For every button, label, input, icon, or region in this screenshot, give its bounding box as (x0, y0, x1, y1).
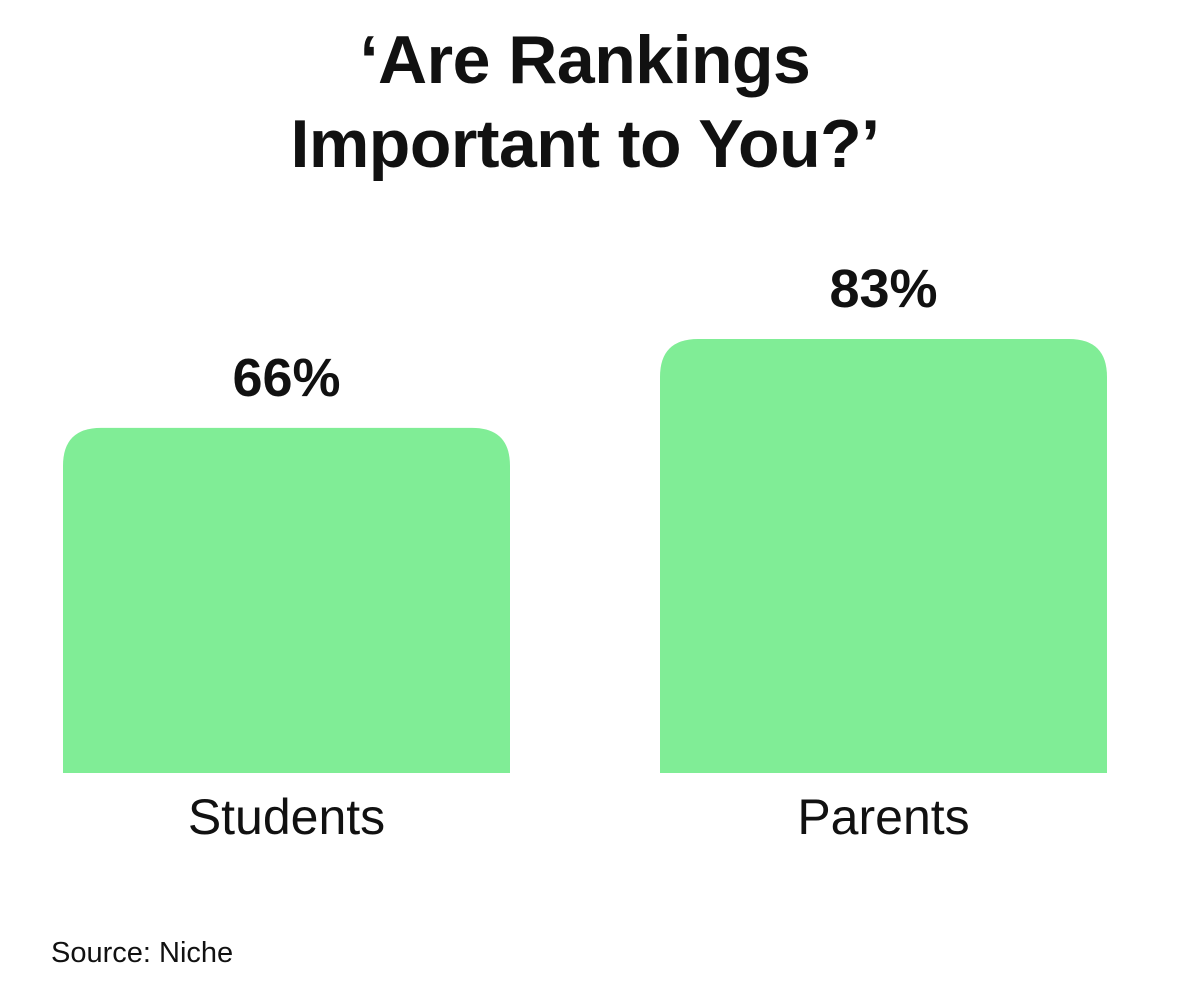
chart-title: ‘Are Rankings Important to You?’ (0, 18, 1170, 186)
chart-title-line-2: Important to You?’ (290, 106, 880, 182)
bar-students (63, 427, 510, 773)
category-label-parents: Parents (797, 789, 969, 845)
source-note: Source: Niche (51, 937, 234, 969)
bar-parents (660, 339, 1107, 773)
value-label-parents: 83% (829, 259, 937, 319)
category-label-students: Students (188, 789, 385, 845)
chart-title-line-1: ‘Are Rankings (359, 22, 811, 98)
value-label-students: 66% (232, 348, 340, 408)
